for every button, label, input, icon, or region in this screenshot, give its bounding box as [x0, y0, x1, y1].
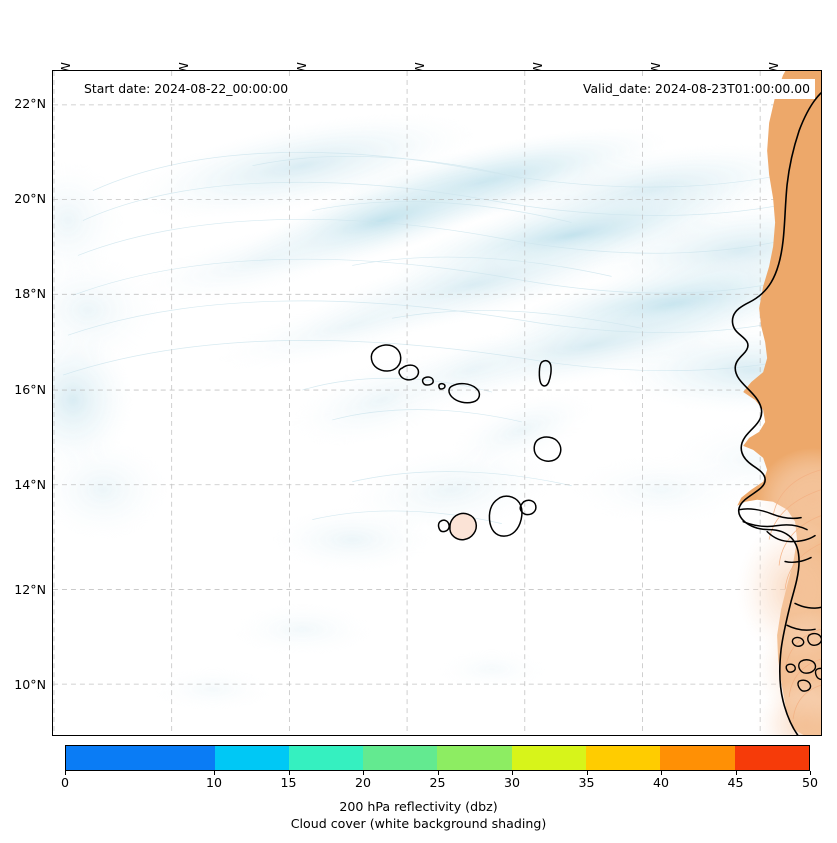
- latitude-tick-1: 20°N: [14, 191, 46, 206]
- colorbar-label-primary: 200 hPa reflectivity (dbz): [339, 799, 498, 814]
- latitude-tick-0: 22°N: [14, 96, 46, 111]
- colorbar-tick-label-3: 20: [354, 775, 372, 790]
- colorbar-tick-mark-2: [288, 771, 290, 775]
- colorbar[interactable]: [65, 745, 810, 771]
- colorbar-tick-label-8: 45: [727, 775, 744, 790]
- southern-island-group: [785, 632, 821, 692]
- colorbar-segment-1: [214, 746, 289, 770]
- latitude-tick-4: 14°N: [14, 477, 46, 492]
- colorbar-tick-label-5: 30: [503, 775, 521, 790]
- valid-date-annotation: Valid_date: 2024-08-23T01:00:00.00: [577, 79, 815, 100]
- colorbar-tick-label-7: 40: [652, 775, 670, 790]
- latitude-tick-6: 10°N: [14, 677, 46, 692]
- map-axes[interactable]: Start date: 2024-08-22_00:00:00 Valid_da…: [52, 70, 822, 736]
- colorbar-segment-6: [586, 746, 661, 770]
- colorbar-segment-3: [363, 746, 438, 770]
- latitude-tick-5: 12°N: [14, 582, 46, 597]
- colorbar-tick-mark-7: [661, 771, 662, 775]
- colorbar-tick-mark-1: [214, 771, 215, 775]
- colorbar-tick-mark-3: [363, 771, 364, 775]
- african-continent-landmass: [736, 71, 821, 735]
- cape-verde-islands: [370, 344, 562, 541]
- cloud-contour-lines: [62, 152, 821, 524]
- map-gridlines: [53, 71, 821, 735]
- colorbar-segment-0: [66, 746, 215, 770]
- colorbar-tick-label-1: 10: [205, 775, 223, 790]
- map-canvas: [53, 71, 821, 735]
- colorbar-segment-7: [660, 746, 735, 770]
- cloud-cover-shading: [53, 112, 821, 712]
- latitude-tick-2: 18°N: [14, 286, 46, 301]
- colorbar-tick-label-6: 35: [578, 775, 595, 790]
- colorbar-tick-mark-4: [437, 771, 439, 775]
- colorbar-label-secondary: Cloud cover (white background shading): [290, 816, 547, 831]
- colorbar-tick-mark-5: [512, 771, 513, 775]
- coastal-detail-features: [738, 508, 821, 631]
- colorbar-caption: 200 hPa reflectivity (dbz) Cloud cover (…: [0, 798, 837, 832]
- colorbar-tick-label-4: 25: [429, 775, 446, 790]
- colorbar-tick-mark-6: [586, 771, 588, 775]
- colorbar-tick-mark-8: [735, 771, 737, 775]
- colorbar-tick-mark-9: [810, 771, 811, 775]
- west-africa-coastline: [731, 92, 821, 735]
- colorbar-tick-label-9: 50: [801, 775, 819, 790]
- start-date-annotation: Start date: 2024-08-22_00:00:00: [79, 79, 294, 100]
- colorbar-container: 0 10 15 20 25 30 35 40 45 50: [61, 745, 818, 790]
- colorbar-segment-2: [288, 746, 364, 770]
- colorbar-segment-8: [734, 746, 809, 770]
- colorbar-tick-label-0: 0: [60, 775, 70, 790]
- colorbar-tick-mark-0: [65, 771, 66, 775]
- latitude-tick-3: 16°N: [14, 382, 46, 397]
- colorbar-tick-label-2: 15: [280, 775, 297, 790]
- colorbar-segment-5: [511, 746, 587, 770]
- colorbar-segment-4: [437, 746, 512, 770]
- land-contour-haze: [736, 447, 821, 735]
